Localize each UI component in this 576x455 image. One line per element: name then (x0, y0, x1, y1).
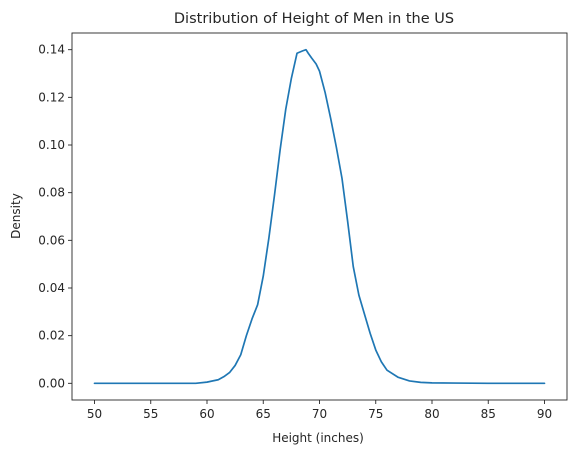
x-tick-label: 65 (256, 407, 271, 421)
x-tick-label: 75 (368, 407, 383, 421)
y-axis: 0.00 0.02 0.04 0.06 0.08 0.10 0.12 0.14 (38, 43, 72, 391)
y-tick-label: 0.06 (38, 233, 65, 247)
x-axis-label: Height (inches) (272, 431, 364, 445)
x-axis: 50 55 60 65 70 75 80 85 90 (87, 400, 552, 421)
y-tick-label: 0.02 (38, 329, 65, 343)
x-tick-label: 85 (481, 407, 496, 421)
y-tick-label: 0.04 (38, 281, 65, 295)
x-tick-label: 50 (87, 407, 102, 421)
y-tick-label: 0.10 (38, 138, 65, 152)
x-tick-label: 55 (143, 407, 158, 421)
x-tick-label: 60 (199, 407, 214, 421)
x-tick-label: 70 (312, 407, 327, 421)
x-tick-label: 80 (424, 407, 439, 421)
y-axis-label: Density (9, 193, 23, 239)
y-tick-label: 0.14 (38, 43, 65, 57)
x-tick-label: 90 (537, 407, 552, 421)
y-tick-label: 0.00 (38, 376, 65, 390)
y-tick-label: 0.12 (38, 90, 65, 104)
y-tick-label: 0.08 (38, 186, 65, 200)
chart-title: Distribution of Height of Men in the US (174, 11, 454, 27)
plot-area (72, 33, 567, 400)
